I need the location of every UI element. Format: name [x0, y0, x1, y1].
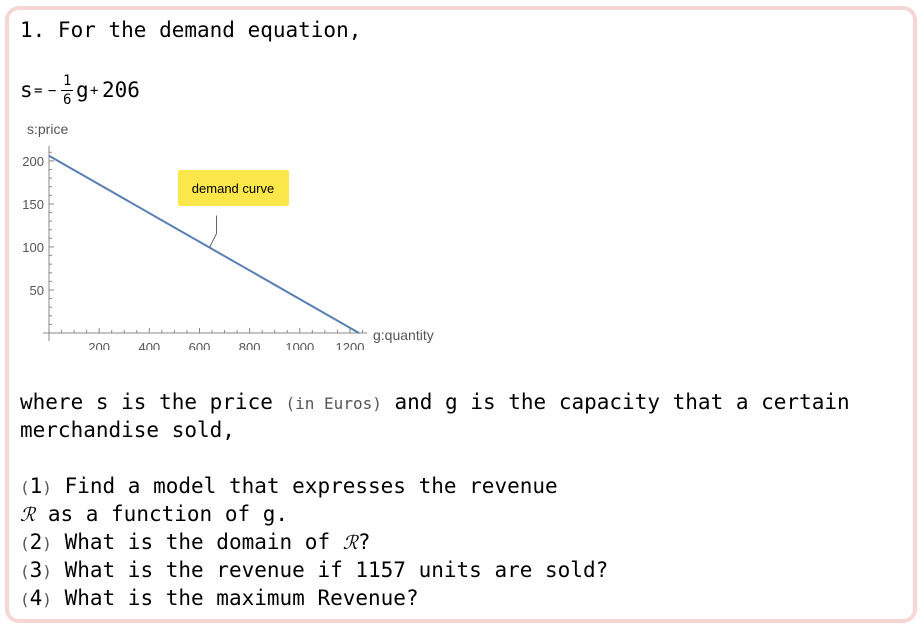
- y-tick-label: 200: [22, 154, 44, 169]
- question-2: (2) What is the domain of ℛ?: [20, 530, 371, 554]
- fraction-numerator: 1: [63, 73, 72, 89]
- question-text: What is the maximum Revenue?: [51, 586, 419, 610]
- question-number: 2: [29, 530, 43, 554]
- x-tick-label: 1200: [336, 340, 365, 350]
- equation-equals: =: [34, 83, 43, 99]
- equation-lhs: s: [20, 78, 33, 102]
- question-text: What is the domain of: [51, 530, 343, 554]
- y-tick-label: 150: [22, 197, 44, 212]
- question-1: (1) Find a model that expresses the reve…: [20, 474, 558, 498]
- problem-card: [5, 6, 917, 623]
- y-axis-label: s:price: [27, 121, 68, 137]
- x-axis-label: g:quantity: [373, 327, 434, 343]
- equation-minus: −: [48, 83, 57, 99]
- fraction-denominator: 6: [63, 92, 72, 108]
- question-text: Find a model that expresses the revenue: [51, 474, 558, 498]
- callout-label: demand curve: [192, 181, 274, 196]
- question-number: 3: [29, 558, 43, 582]
- question-text: What is the revenue if 1157 units are so…: [51, 558, 609, 582]
- equation-constant: 206: [102, 78, 140, 102]
- description-start: where s is the price: [20, 390, 286, 414]
- x-tick-label: 1000: [285, 340, 314, 350]
- equation-plus: +: [90, 83, 99, 99]
- chart-series: [48, 154, 360, 334]
- callout-box: [178, 170, 289, 206]
- description-line-2: merchandise sold,: [20, 418, 235, 442]
- x-tick-label: 600: [189, 340, 211, 350]
- question-1-continued: ℛ as a function of g.: [20, 500, 288, 529]
- y-tick-label: 100: [22, 240, 44, 255]
- fraction-bar: [61, 90, 73, 91]
- description-paren: (in Euros): [285, 394, 382, 413]
- chart-ticks: 200 400 600 800 1000 1200 50 100 150 200: [22, 151, 365, 350]
- revenue-symbol: ℛ: [20, 504, 36, 526]
- x-tick-label: 800: [239, 340, 261, 350]
- x-tick-label: 200: [88, 340, 110, 350]
- question-text: as a function of g.: [35, 502, 289, 526]
- revenue-symbol: ℛ: [342, 532, 358, 554]
- callout-pointer: [209, 215, 218, 248]
- description-line-1: where s is the price (in Euros) and g is…: [20, 388, 850, 418]
- y-tick-label: 50: [30, 283, 44, 298]
- equation-variable: g: [76, 78, 89, 102]
- question-number: 4: [29, 586, 43, 610]
- question-number: 1: [29, 474, 43, 498]
- demand-curve-callout: demand curve: [178, 170, 289, 248]
- x-tick-label: 400: [138, 340, 160, 350]
- question-4: (4) What is the maximum Revenue?: [20, 586, 419, 610]
- question-3: (3) What is the revenue if 1157 units ar…: [20, 558, 609, 582]
- demand-curve-line: [48, 154, 360, 334]
- problem-heading: 1. For the demand equation,: [20, 18, 362, 42]
- description-rest: and g is the capacity that a certain: [381, 390, 850, 414]
